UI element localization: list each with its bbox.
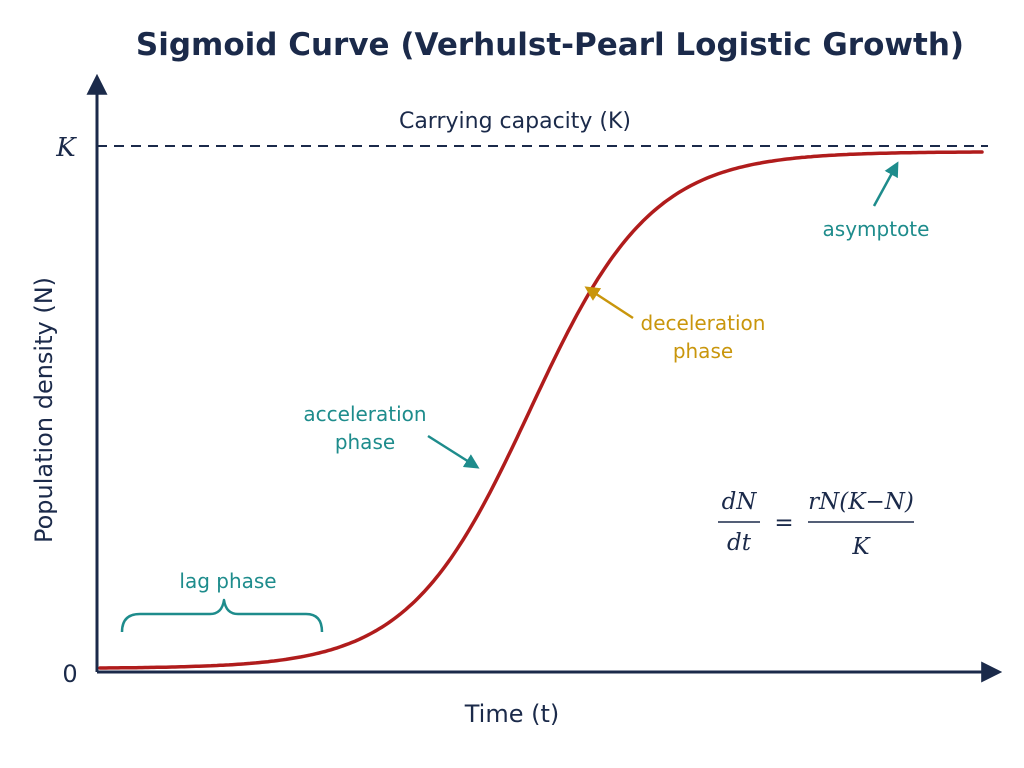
y-axis-label: Population density (N) bbox=[30, 277, 58, 543]
y-tick-zero: 0 bbox=[62, 660, 77, 688]
sigmoid-curve bbox=[98, 150, 984, 670]
deceleration-arrow bbox=[584, 286, 634, 320]
y-tick-k: K bbox=[55, 133, 77, 163]
deceleration-label-line2: phase bbox=[673, 339, 733, 363]
equation-rhs-denominator: K bbox=[851, 534, 871, 560]
deceleration-label-line1: deceleration bbox=[641, 311, 766, 335]
equation-equals: = bbox=[774, 510, 793, 536]
diagram-title: Sigmoid Curve (Verhulst-Pearl Logistic G… bbox=[136, 27, 964, 63]
lag-phase-label: lag phase bbox=[179, 569, 276, 593]
equation-lhs-numerator: dN bbox=[722, 489, 758, 515]
lag-phase-bracket bbox=[120, 598, 324, 633]
carrying-capacity-label: Carrying capacity (K) bbox=[399, 109, 631, 134]
asymptote-label: asymptote bbox=[823, 217, 930, 241]
acceleration-label-line2: phase bbox=[335, 430, 395, 454]
x-axis-label: Time (t) bbox=[464, 700, 560, 728]
asymptote-arrow bbox=[872, 161, 899, 207]
equation-rhs-numerator: rN(K−N) bbox=[808, 489, 914, 515]
logistic-equation: dN dt = rN(K−N) K bbox=[718, 489, 914, 560]
equation-lhs-denominator: dt bbox=[727, 530, 752, 556]
acceleration-label-line1: acceleration bbox=[303, 402, 426, 426]
acceleration-arrow bbox=[427, 434, 480, 469]
